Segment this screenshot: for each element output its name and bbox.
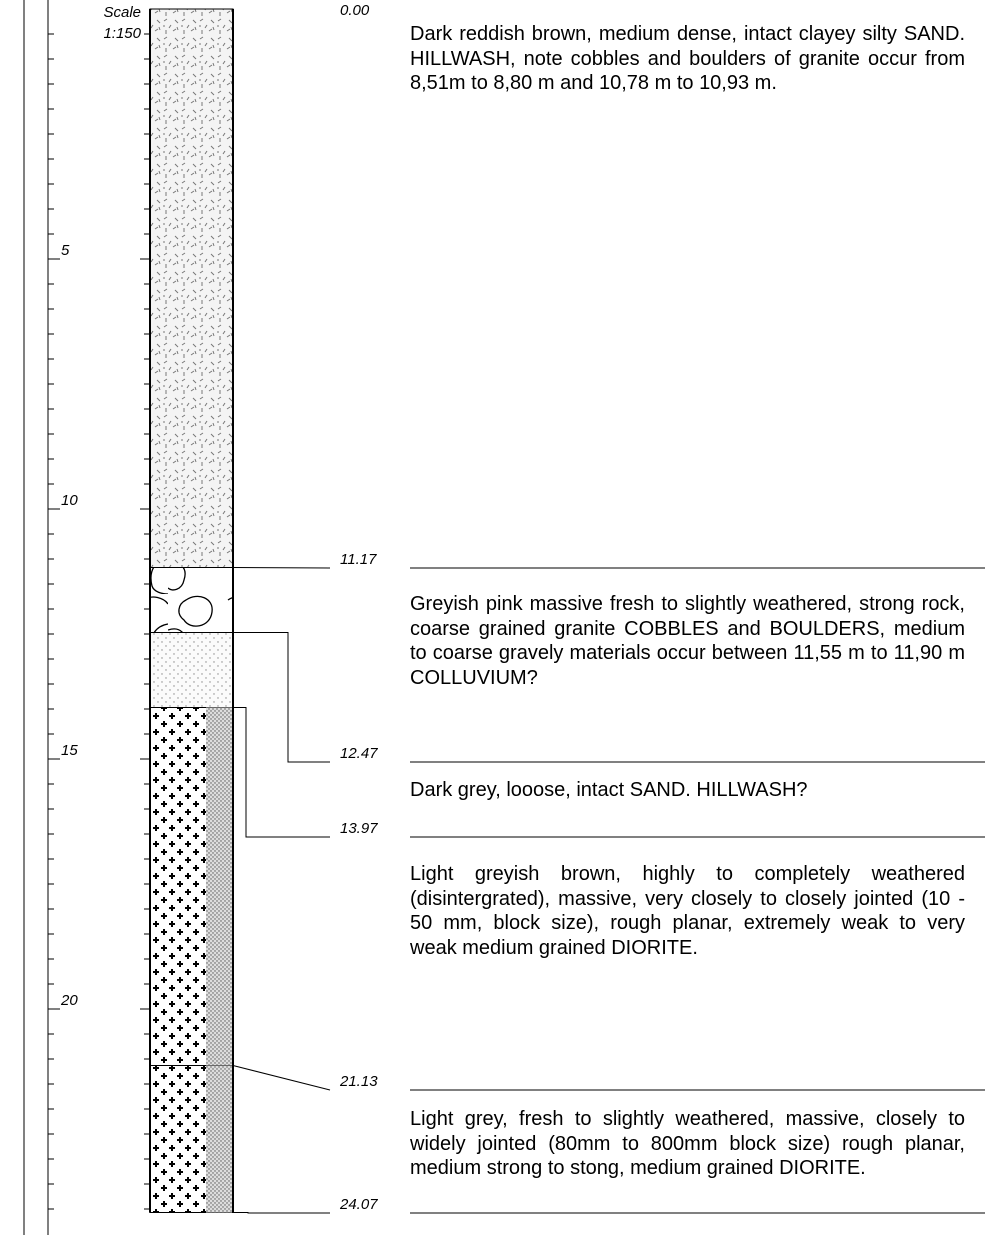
- leader-line: [233, 1212, 330, 1214]
- depth-label: 12.47: [340, 745, 378, 762]
- depth-label: 11.17: [340, 551, 377, 568]
- layer-description: Light grey, fresh to slightly weathered,…: [410, 1108, 965, 1179]
- layer-fill: [206, 1065, 233, 1213]
- layer-fill: [149, 567, 234, 633]
- layer-fill: [149, 632, 234, 708]
- leader-line: [233, 632, 330, 763]
- layer-description: Dark reddish brown, medium dense, intact…: [410, 23, 965, 94]
- leader-line: [232, 1065, 331, 1091]
- depth-tick-label: 5: [61, 242, 70, 259]
- layer-description: Light greyish brown, highly to completel…: [410, 863, 965, 959]
- layer-description: Dark grey, looose, intact SAND. HILLWASH…: [410, 779, 808, 801]
- depth-label: 13.97: [340, 820, 378, 837]
- leader-line: [232, 567, 331, 569]
- layer-fill: [206, 707, 233, 1066]
- depth-label: 24.07: [339, 1196, 378, 1213]
- scale-label: Scale: [103, 4, 141, 21]
- depth-tick-label: 20: [60, 992, 78, 1009]
- scale-ratio: 1:150: [103, 25, 141, 42]
- layer-description: Greyish pink massive fresh to slightly w…: [410, 593, 965, 689]
- depth-tick-label: 15: [61, 742, 78, 759]
- depth-label: 0.00: [340, 2, 370, 19]
- depth-tick-label: 10: [61, 492, 78, 509]
- depth-label: 21.13: [339, 1073, 378, 1090]
- leader-line: [233, 707, 330, 838]
- layer-fill: [149, 8, 234, 568]
